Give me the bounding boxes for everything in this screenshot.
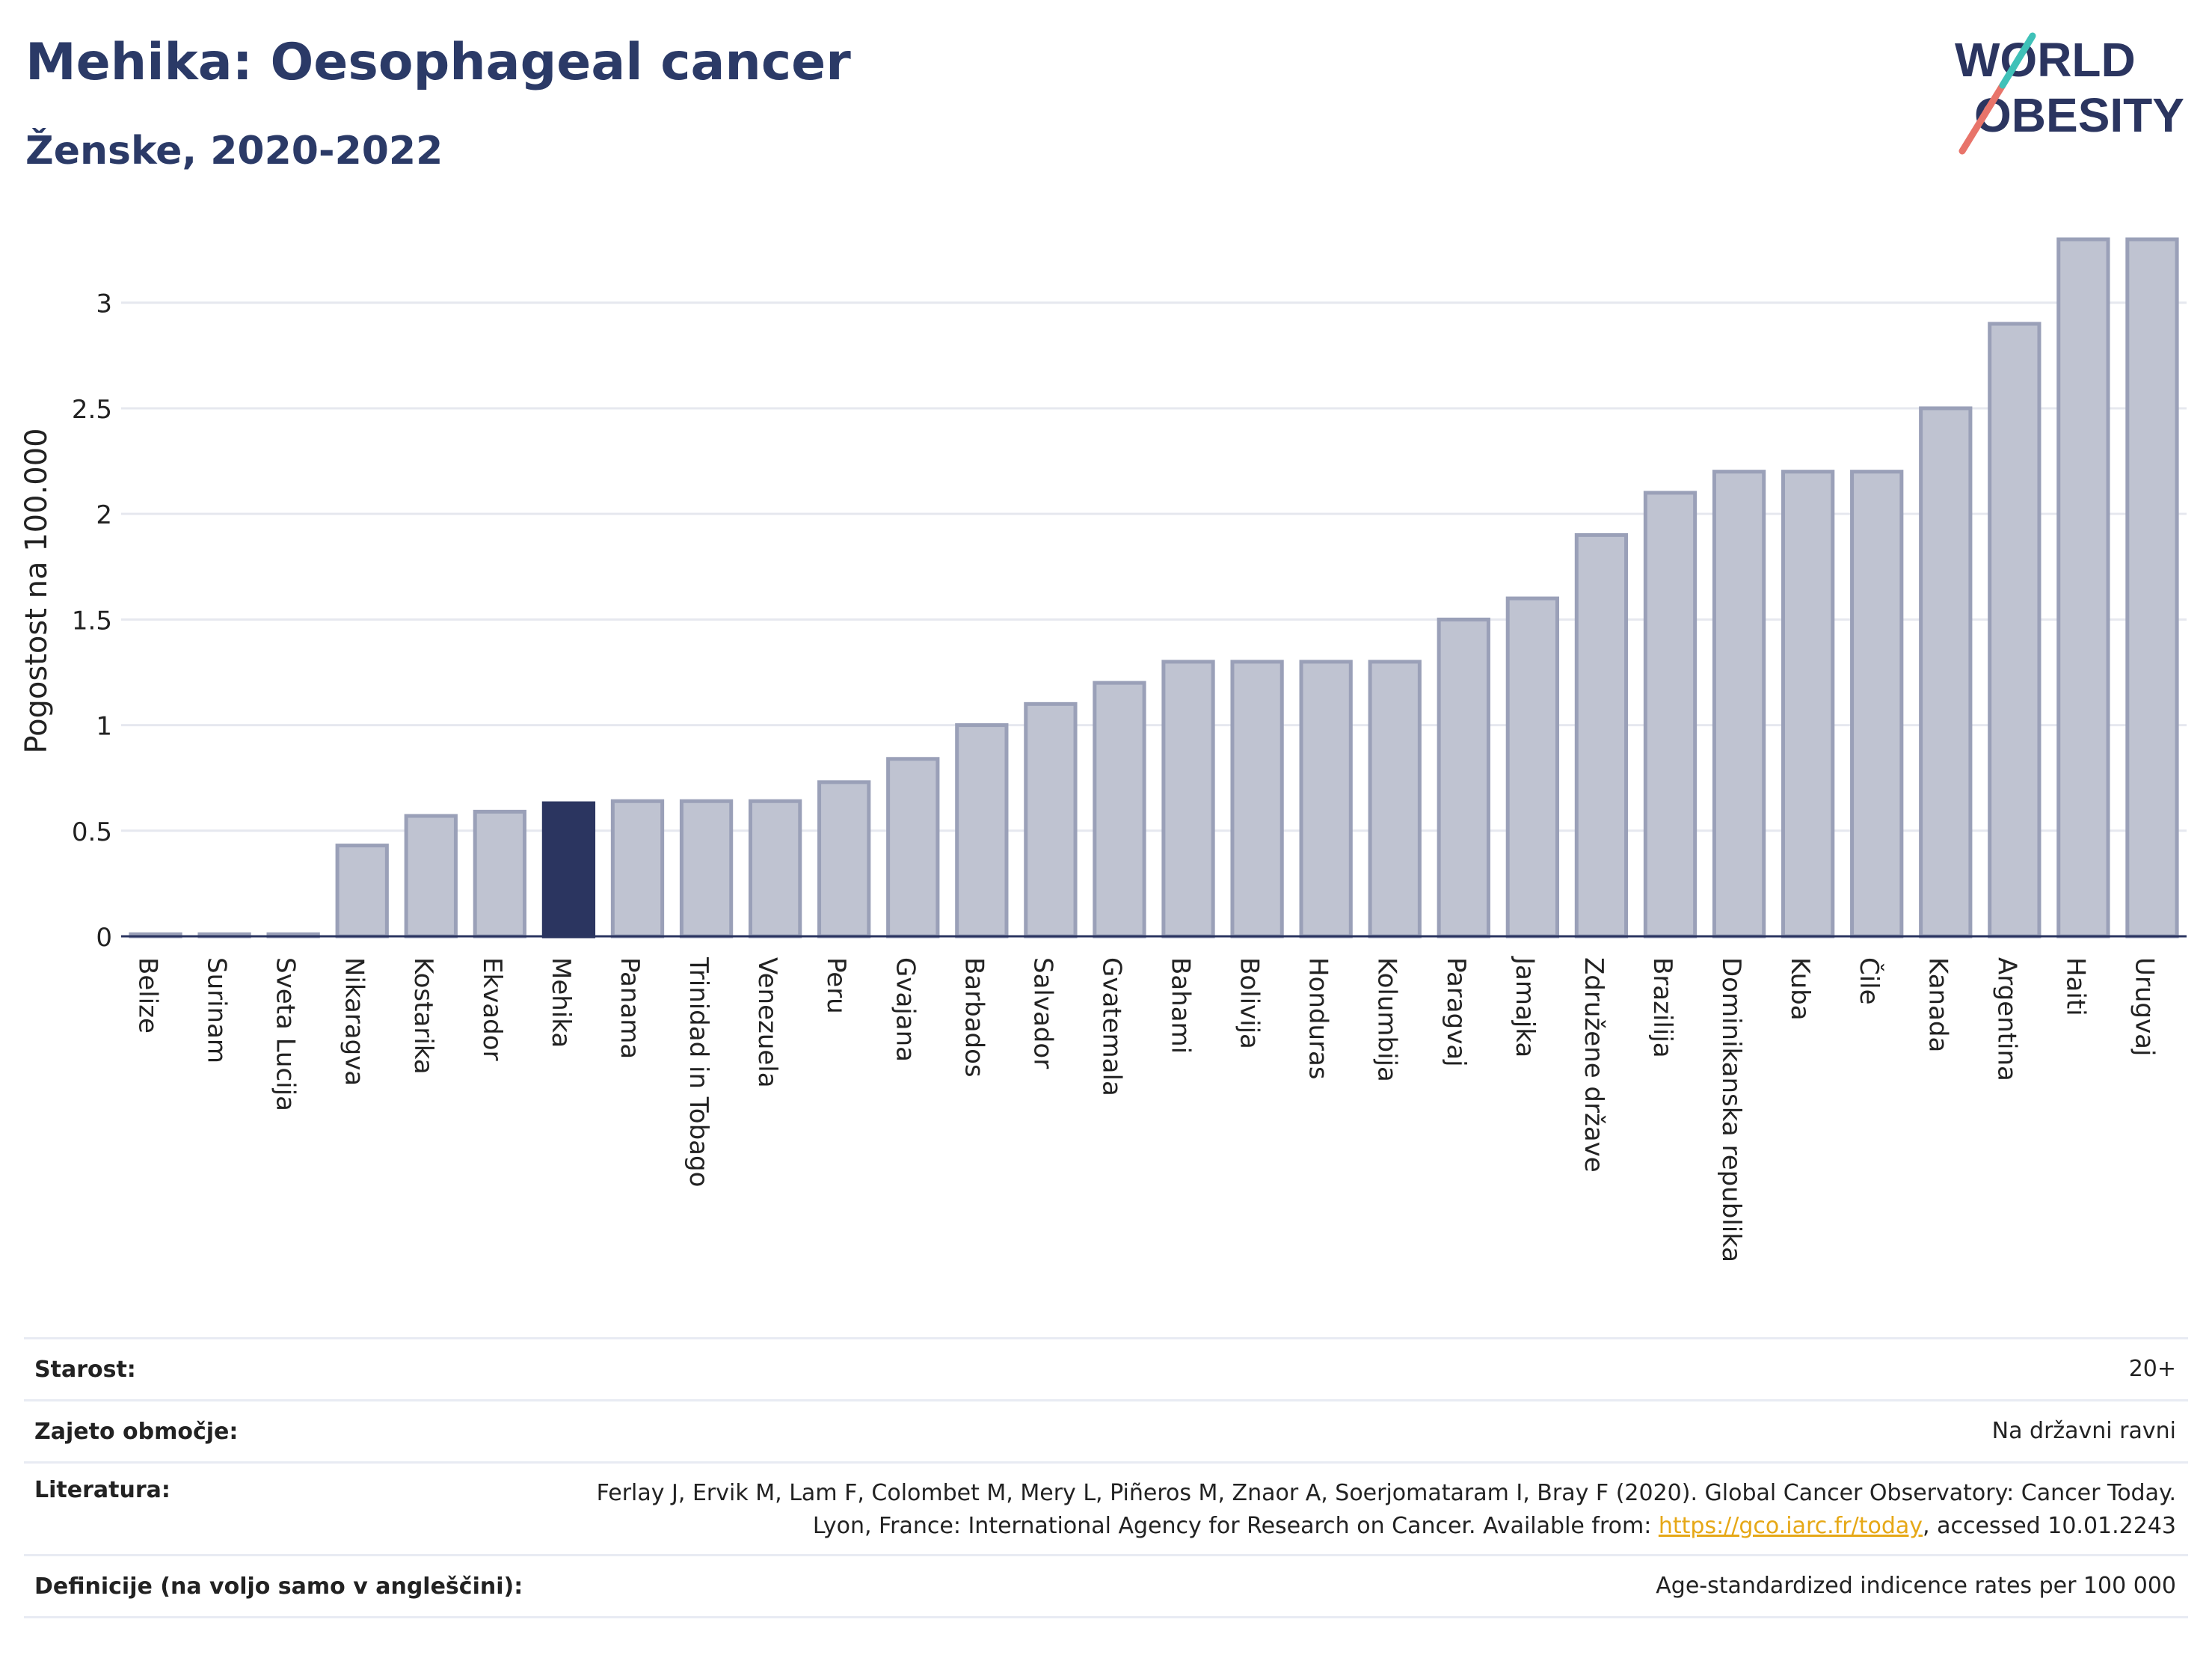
x-tick-label: Belize bbox=[133, 957, 163, 1034]
x-tick-label: Bahami bbox=[1166, 957, 1196, 1054]
x-tick-label: Bolivija bbox=[1235, 957, 1265, 1049]
x-tick-label: Gvatemala bbox=[1096, 957, 1126, 1096]
bar-mehika bbox=[541, 801, 596, 939]
meta-key-literature: Literatura: bbox=[34, 1477, 170, 1503]
chart-subtitle: Ženske, 2020-2022 bbox=[25, 129, 443, 174]
x-tick-label: Surinam bbox=[202, 957, 232, 1063]
meta-row-age: Starost: 20+ bbox=[24, 1337, 2188, 1399]
x-tick-label: Peru bbox=[821, 957, 851, 1014]
x-tick-label: Haiti bbox=[2060, 957, 2090, 1016]
metadata-table: Starost: 20+ Zajeto območje: Na državni … bbox=[24, 1337, 2188, 1618]
bar-bolivija bbox=[1230, 660, 1284, 939]
bar-kuba bbox=[1781, 470, 1835, 939]
y-tick-label: 0 bbox=[96, 923, 112, 953]
x-tick-label: Brazilija bbox=[1647, 957, 1677, 1058]
logo-line1: WORLD bbox=[1955, 33, 2136, 87]
x-tick-label: Honduras bbox=[1303, 957, 1333, 1080]
y-tick-label: 2 bbox=[96, 500, 112, 530]
meta-value-definitions: Age-standardized indicence rates per 100… bbox=[1656, 1573, 2176, 1599]
bar-kanada bbox=[1919, 406, 1973, 939]
bar-nikaragva bbox=[335, 844, 389, 939]
meta-row-definitions: Definicije (na voljo samo v angleščini):… bbox=[24, 1554, 2188, 1618]
x-tick-label: Kanada bbox=[1923, 957, 1953, 1052]
bar-haiti bbox=[2056, 237, 2110, 939]
x-tick-labels: Belize Surinam Sveta Lucija Nikaragva Kostar… bbox=[133, 956, 2160, 1262]
x-tick-label: Venezuela bbox=[752, 957, 782, 1088]
meta-value-coverage: Na državni ravni bbox=[1991, 1418, 2176, 1444]
y-tick-label: 3 bbox=[96, 289, 112, 319]
bar-bahami bbox=[1161, 660, 1215, 939]
y-tick-label: 0.5 bbox=[72, 817, 112, 847]
logo-slash-teal bbox=[1999, 32, 2036, 89]
bar-panama bbox=[610, 799, 665, 939]
x-tick-label: Trinidad in Tobago bbox=[683, 957, 713, 1187]
x-tick-label: Salvador bbox=[1027, 957, 1057, 1069]
meta-value-literature: Ferlay J, Ervik M, Lam F, Colombet M, Me… bbox=[546, 1477, 2188, 1543]
y-tick-label: 2.5 bbox=[72, 395, 112, 425]
bar-peru bbox=[817, 780, 871, 939]
bar-ekvador bbox=[473, 809, 527, 939]
x-tick-label: Združene države bbox=[1579, 957, 1609, 1173]
bar-kolumbija bbox=[1368, 660, 1422, 939]
x-tick-label: Jamajka bbox=[1510, 956, 1540, 1057]
bar-barbados bbox=[955, 723, 1009, 939]
bar-chart: 0 0.5 1 1.5 2 2.5 3 Belize Surinam Sveta Lucija N… bbox=[19, 237, 2187, 1262]
meta-value-age: 20+ bbox=[2128, 1356, 2176, 1382]
x-tick-label: Paragvaj bbox=[1441, 957, 1471, 1067]
y-tick-labels: 0 0.5 1 1.5 2 2.5 3 bbox=[72, 289, 112, 953]
meta-key-coverage: Zajeto območje: bbox=[34, 1418, 239, 1445]
x-tick-label: Argentina bbox=[1991, 957, 2021, 1081]
x-tick-label: Urugvaj bbox=[2129, 957, 2159, 1056]
bar-trinidad-in-tobago bbox=[679, 799, 734, 939]
bar-združene-države bbox=[1574, 532, 1629, 939]
bar-gvajana bbox=[886, 757, 940, 939]
y-tick-label: 1 bbox=[96, 712, 112, 742]
x-tick-label: Dominikanska republika bbox=[1716, 957, 1746, 1262]
bar-kostarika bbox=[404, 814, 458, 939]
x-tick-label: Sveta Lucija bbox=[271, 957, 301, 1111]
bar-urugvaj bbox=[2125, 237, 2179, 939]
literature-accessed: , accessed 10.01.2243 bbox=[1923, 1513, 2176, 1539]
bar-paragvaj bbox=[1437, 617, 1490, 939]
bar-jamajka bbox=[1505, 596, 1560, 939]
bar-gvatemala bbox=[1093, 681, 1146, 939]
bar-čile bbox=[1850, 470, 1904, 939]
meta-key-age: Starost: bbox=[34, 1356, 136, 1383]
x-tick-label: Ekvador bbox=[477, 957, 507, 1061]
bar-dominikanska-republika bbox=[1712, 470, 1766, 939]
chart-title: Mehika: Oesophageal cancer bbox=[25, 33, 851, 92]
literature-text: Ferlay J, Ervik M, Lam F, Colombet M, Me… bbox=[596, 1480, 2176, 1539]
logo-slash-coral bbox=[1958, 82, 2006, 155]
meta-row-literature: Literatura: Ferlay J, Ervik M, Lam F, Co… bbox=[24, 1461, 2188, 1554]
x-tick-label: Kolumbija bbox=[1372, 957, 1402, 1082]
x-tick-label: Kostarika bbox=[408, 957, 438, 1075]
x-tick-label: Gvajana bbox=[890, 957, 920, 1062]
y-tick-label: 1.5 bbox=[72, 606, 112, 636]
x-tick-label: Barbados bbox=[959, 957, 989, 1078]
meta-row-coverage: Zajeto območje: Na državni ravni bbox=[24, 1399, 2188, 1461]
logo-line2: OBESITY bbox=[1974, 88, 2184, 142]
bar-venezuela bbox=[748, 799, 802, 939]
bar-honduras bbox=[1299, 660, 1353, 939]
bar-argentina bbox=[1988, 322, 2042, 939]
bar-salvador bbox=[1024, 701, 1078, 939]
world-obesity-logo: WORLD OBESITY bbox=[1955, 32, 2184, 155]
y-axis-label: Pogostost na 100.000 bbox=[19, 428, 54, 753]
x-tick-label: Panama bbox=[615, 957, 645, 1059]
x-tick-label: Kuba bbox=[1785, 957, 1815, 1021]
bar-brazilija bbox=[1643, 491, 1698, 939]
x-tick-label: Nikaragva bbox=[340, 957, 369, 1086]
meta-key-definitions: Definicije (na voljo samo v angleščini): bbox=[34, 1573, 523, 1600]
literature-link[interactable]: https://gco.iarc.fr/today bbox=[1658, 1513, 1923, 1539]
bars bbox=[129, 237, 2179, 939]
x-tick-label: Mehika bbox=[546, 957, 576, 1048]
grid-lines bbox=[121, 301, 2187, 832]
x-tick-label: Čile bbox=[1854, 957, 1884, 1005]
